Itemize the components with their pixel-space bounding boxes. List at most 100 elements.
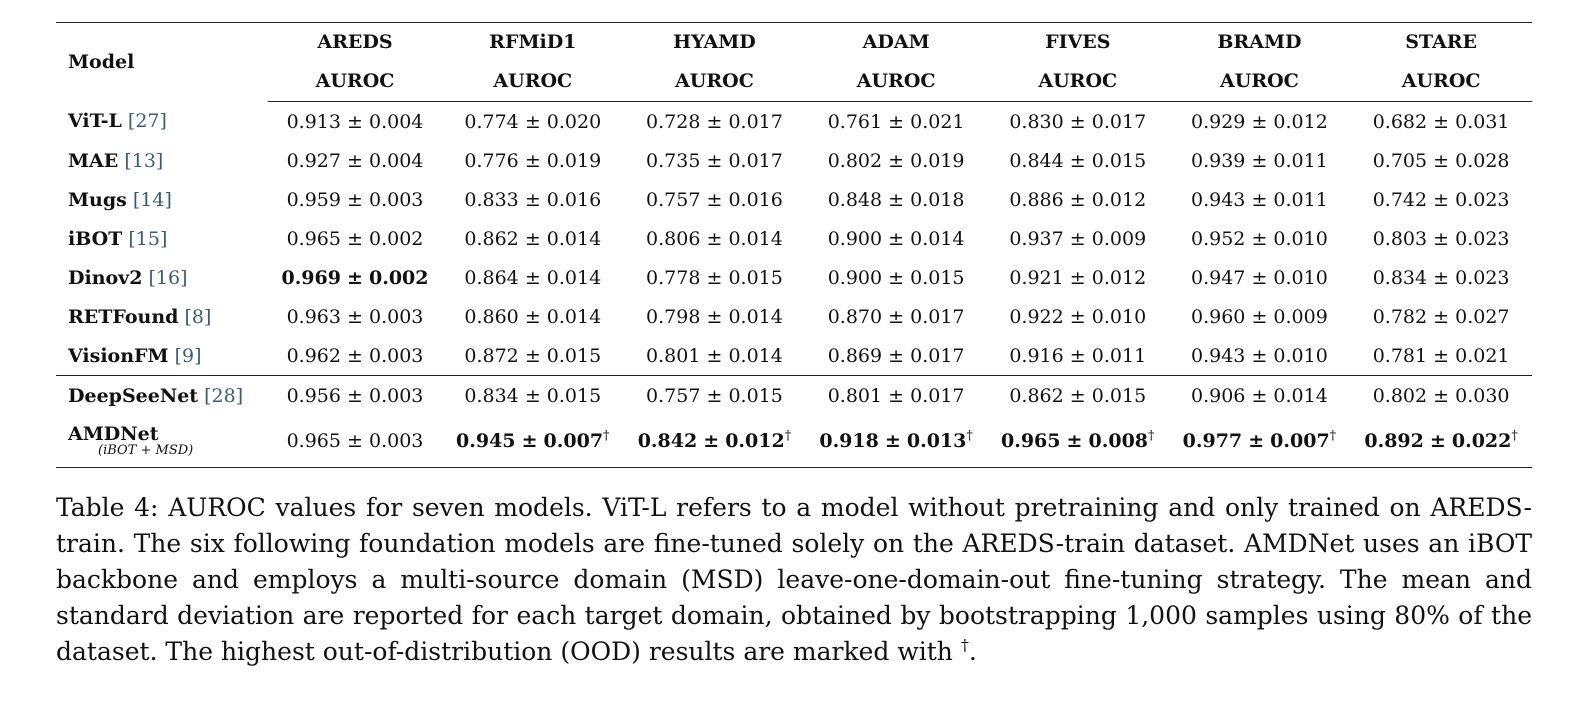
mean-value: 0.798 [646, 305, 701, 328]
std-value: 0.015 [1091, 149, 1147, 172]
model-name: ViT-L [68, 110, 122, 133]
table-caption: Table 4: AUROC values for seven models. … [56, 490, 1532, 670]
std-value: 0.010 [1273, 227, 1328, 250]
model-subtitle: (iBOT + MSD) [98, 443, 194, 458]
mean-value: 0.945 [456, 430, 516, 452]
mean-value: 0.960 [1191, 305, 1246, 328]
model-cell: DeepSeeNet [28] [56, 375, 268, 415]
citation-link[interactable]: [15] [128, 227, 168, 250]
table-row: MAE [13] 0.927 ± 0.004 0.776 ± 0.019 0.735 … [56, 141, 1532, 180]
mean-value: 0.943 [1191, 188, 1246, 211]
model-name: iBOT [68, 227, 123, 250]
value-cell: 0.929 ± 0.012 [1169, 102, 1351, 142]
plus-minus-symbol: ± [1433, 110, 1450, 133]
value-cell: 0.781 ± 0.021 [1350, 336, 1532, 376]
value-cell: 0.776 ± 0.019 [442, 141, 624, 180]
mean-value: 0.705 [1372, 149, 1428, 172]
plus-minus-symbol: ± [706, 266, 723, 289]
dataset-header-hyamd: HYAMD [623, 22, 806, 62]
plus-minus-symbol: ± [347, 344, 363, 367]
plus-minus-symbol: ± [706, 188, 723, 211]
mean-value: 0.869 [827, 344, 883, 367]
metric-header: AUROC [986, 62, 1169, 102]
metric-header: AUROC [1350, 62, 1532, 102]
model-cell: Mugs [14] [56, 180, 268, 219]
plus-minus-symbol: ± [1433, 149, 1450, 172]
plus-minus-symbol: ± [347, 266, 363, 289]
value-cell: 0.952 ± 0.010 [1169, 219, 1351, 258]
std-value: 0.014 [1273, 384, 1328, 407]
plus-minus-symbol: ± [524, 227, 541, 250]
plus-minus-symbol: ± [347, 384, 363, 407]
value-cell: 0.965 ± 0.008† [986, 415, 1169, 468]
mean-value: 0.918 [819, 430, 879, 452]
std-value: 0.017 [910, 344, 965, 367]
citation-link[interactable]: [28] [204, 384, 244, 407]
std-value: 0.015 [728, 384, 783, 407]
mean-value: 0.834 [464, 384, 519, 407]
dataset-header-rfmid1: RFMiD1 [441, 22, 624, 62]
mean-value: 0.757 [646, 384, 701, 407]
value-cell: 0.960 ± 0.009 [1169, 297, 1351, 336]
plus-minus-symbol: ± [1248, 430, 1265, 452]
value-cell: 0.872 ± 0.015 [442, 336, 624, 376]
model-cell: VisionFM [9] [56, 336, 268, 376]
table-body: ViT-L [27] 0.913 ± 0.004 0.774 ± 0.020 0.72… [56, 102, 1532, 468]
mean-value: 0.962 [286, 344, 341, 367]
mean-value: 0.776 [464, 149, 519, 172]
plus-minus-symbol: ± [888, 227, 905, 250]
mean-value: 0.937 [1009, 227, 1064, 250]
model-name: VisionFM [68, 344, 169, 367]
plus-minus-symbol: ± [347, 305, 363, 328]
citation-link[interactable]: [14] [132, 188, 172, 211]
mean-value: 0.844 [1009, 149, 1064, 172]
mean-value: 0.929 [1191, 110, 1246, 133]
mean-value: 0.682 [1372, 110, 1428, 133]
citation-link[interactable]: [16] [148, 266, 188, 289]
mean-value: 0.963 [286, 305, 341, 328]
plus-minus-symbol: ± [524, 305, 541, 328]
value-cell: 0.728 ± 0.017 [624, 102, 806, 142]
std-value: 0.009 [1091, 227, 1147, 250]
std-value: 0.012 [725, 430, 785, 452]
mean-value: 0.757 [646, 188, 701, 211]
std-value: 0.021 [910, 110, 965, 133]
std-value: 0.015 [728, 266, 783, 289]
std-value: 0.017 [728, 149, 783, 172]
value-cell: 0.798 ± 0.014 [624, 297, 806, 336]
table-row: VisionFM [9] 0.962 ± 0.003 0.872 ± 0.015 0.… [56, 336, 1532, 376]
citation-link[interactable]: [8] [184, 305, 212, 328]
std-value: 0.011 [1273, 149, 1328, 172]
plus-minus-symbol: ± [1069, 384, 1086, 407]
std-value: 0.017 [910, 384, 965, 407]
mean-value: 0.906 [1191, 384, 1246, 407]
value-cell: 0.965 ± 0.003 [268, 415, 442, 468]
std-value: 0.022 [1451, 430, 1512, 452]
plus-minus-symbol: ± [706, 149, 723, 172]
ood-best-dagger: † [784, 428, 792, 444]
mean-value: 0.848 [827, 188, 883, 211]
model-cell: Dinov2 [16] [56, 258, 268, 297]
citation-link[interactable]: [9] [174, 344, 202, 367]
plus-minus-symbol: ± [521, 430, 538, 452]
value-cell: 0.918 ± 0.013† [805, 415, 987, 468]
plus-minus-symbol: ± [706, 227, 723, 250]
value-cell: 0.705 ± 0.028 [1350, 141, 1532, 180]
std-value: 0.003 [368, 430, 424, 452]
mean-value: 0.947 [1191, 266, 1246, 289]
plus-minus-symbol: ± [1251, 305, 1268, 328]
plus-minus-symbol: ± [706, 305, 723, 328]
std-value: 0.003 [368, 188, 424, 211]
std-value: 0.023 [1455, 227, 1510, 250]
plus-minus-symbol: ± [1433, 227, 1450, 250]
model-name: RETFound [68, 305, 179, 328]
citation-link[interactable]: [13] [124, 149, 164, 172]
table-row: Mugs [14] 0.959 ± 0.003 0.833 ± 0.016 0.757… [56, 180, 1532, 219]
plus-minus-symbol: ± [524, 344, 541, 367]
value-cell: 0.939 ± 0.011 [1169, 141, 1351, 180]
plus-minus-symbol: ± [1429, 430, 1446, 452]
std-value: 0.019 [546, 149, 602, 172]
std-value: 0.002 [368, 227, 424, 250]
value-cell: 0.802 ± 0.030 [1350, 375, 1532, 415]
citation-link[interactable]: [27] [127, 110, 167, 133]
